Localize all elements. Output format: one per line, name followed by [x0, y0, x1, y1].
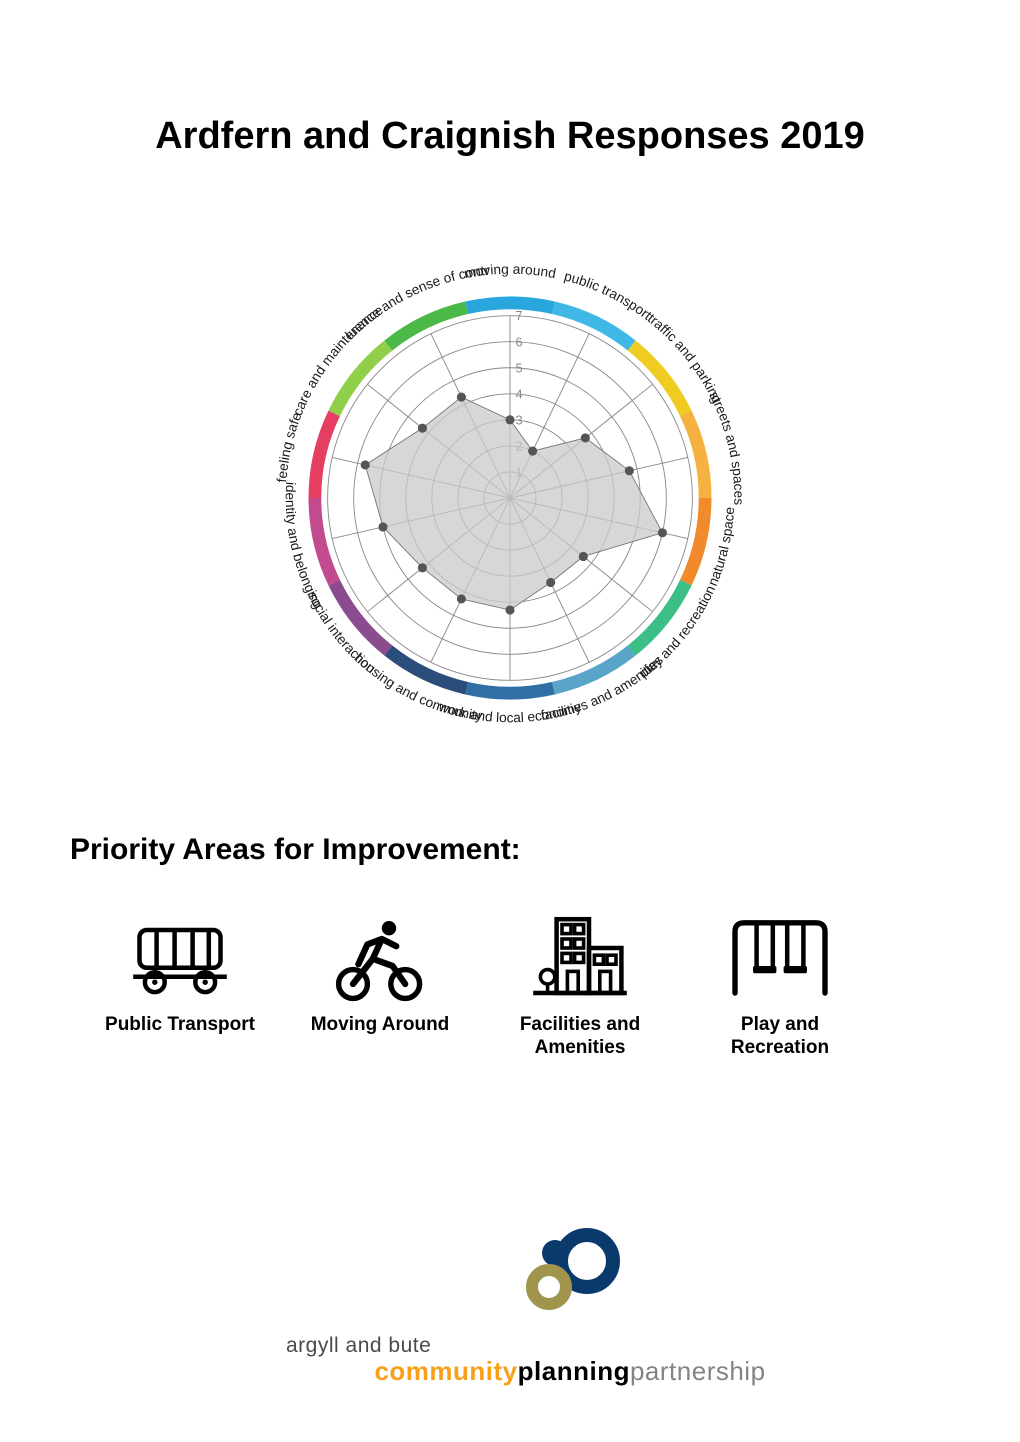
priority-label: Facilities and Amenities [500, 1014, 660, 1060]
svg-text:5: 5 [515, 360, 522, 375]
footer-logo: argyll and bute communityplanningpartner… [250, 1223, 890, 1387]
cyclist-icon [325, 912, 435, 1002]
page-title: Ardfern and Craignish Responses 2019 [70, 115, 950, 158]
priority-label: Moving Around [311, 1014, 450, 1037]
swing-icon [725, 912, 835, 1002]
svg-text:6: 6 [515, 334, 522, 349]
logo-word-partnership: partnership [630, 1356, 766, 1386]
cpp-logo-icon [515, 1223, 625, 1323]
priority-public-transport: Public Transport [100, 912, 260, 1037]
section-subtitle: Priority Areas for Improvement: [70, 833, 950, 867]
radar-chart: 1234567moving aroundpublic transporttraf… [200, 188, 820, 808]
svg-text:streets and spaces: streets and spaces [706, 389, 746, 506]
logo-text: argyll and bute communityplanningpartner… [250, 1334, 890, 1387]
logo-argyll: argyll and bute [286, 1334, 890, 1358]
svg-text:3: 3 [515, 412, 522, 427]
priority-facilities-amenities: Facilities and Amenities [500, 912, 660, 1060]
priorities-row: Public Transport Moving Around [100, 912, 950, 1060]
logo-word-community: community [374, 1356, 517, 1386]
priority-moving-around: Moving Around [300, 912, 460, 1037]
priority-play-recreation: Play and Recreation [700, 912, 860, 1060]
svg-text:feeling safe: feeling safe [274, 410, 304, 482]
svg-text:7: 7 [515, 308, 522, 323]
svg-text:4: 4 [515, 386, 522, 401]
logo-word-planning: planning [518, 1356, 630, 1386]
buildings-icon [525, 912, 635, 1002]
bus-icon [125, 912, 235, 1002]
priority-label: Public Transport [105, 1014, 255, 1037]
priority-label: Play and Recreation [700, 1014, 860, 1060]
svg-text:traffic and parking: traffic and parking [645, 311, 725, 406]
